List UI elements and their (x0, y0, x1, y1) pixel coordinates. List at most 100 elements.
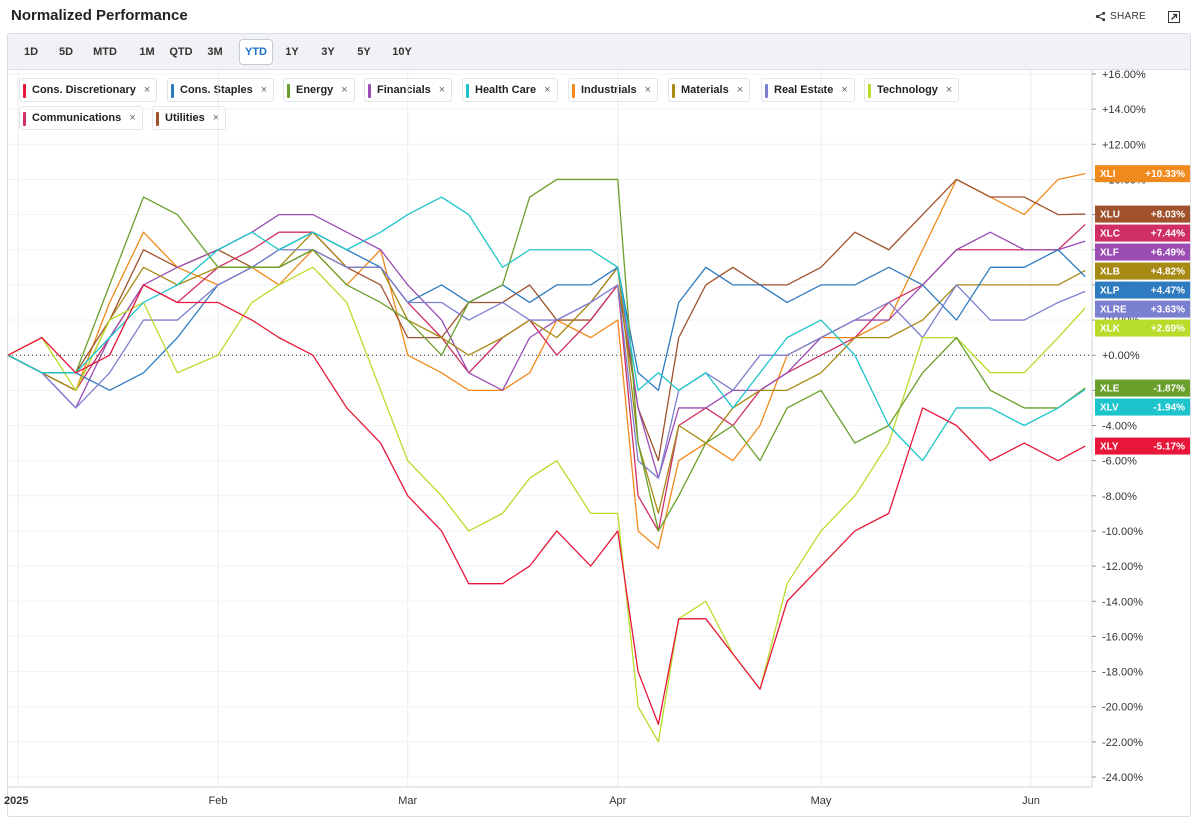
series-line-xlv (7, 196, 1086, 462)
header: Normalized Performance SHARE (0, 0, 1192, 34)
end-value-ticker: XLRE (1100, 305, 1127, 316)
end-value-label: +7.44% (1151, 229, 1185, 240)
legend-color-swatch (466, 84, 469, 98)
y-tick-label: -12.00% (1102, 561, 1143, 573)
end-value-tag-background (1095, 224, 1190, 242)
end-value-label: +4.82% (1151, 267, 1185, 278)
share-icon (1095, 11, 1106, 22)
remove-series-icon[interactable]: × (129, 112, 136, 124)
end-value-tag-background (1095, 398, 1190, 416)
legend-label: Cons. Staples (180, 84, 253, 96)
y-tick-label: -18.00% (1102, 667, 1143, 679)
end-value-tag-background (1095, 300, 1190, 318)
range-button-ytd[interactable]: YTD (239, 39, 273, 65)
legend-chip-health-care[interactable]: Health Care × (462, 78, 558, 102)
remove-series-icon[interactable]: × (544, 84, 551, 96)
end-value-ticker: XLP (1100, 286, 1120, 297)
x-tick-label: 2025 (4, 795, 28, 807)
legend-chip-utilities[interactable]: Utilities × (152, 106, 227, 130)
end-value-label: -1.87% (1153, 384, 1185, 395)
end-value-tag-background (1095, 319, 1190, 337)
end-value-tag-xlp: XLP +4.47% (1095, 281, 1190, 299)
end-value-ticker: XLK (1100, 324, 1121, 335)
legend-chip-cons-staples[interactable]: Cons. Staples × (167, 78, 275, 102)
y-tick-label: -6.00% (1102, 456, 1137, 468)
legend-label: Technology (877, 84, 938, 96)
y-tick-label: +12.00% (1102, 139, 1146, 151)
legend-label: Energy (296, 84, 334, 96)
remove-series-icon[interactable]: × (212, 112, 220, 124)
remove-series-icon[interactable]: × (945, 84, 953, 96)
end-value-label: +3.63% (1151, 305, 1185, 316)
legend-chip-cons-discretionary[interactable]: Cons. Discretionary × (19, 78, 158, 102)
legend-chip-industrials[interactable]: Industrials × (568, 78, 659, 102)
share-button[interactable]: SHARE (1095, 11, 1146, 22)
y-tick-label: -20.00% (1102, 702, 1143, 714)
end-value-label: +6.49% (1151, 248, 1185, 259)
range-button-5y[interactable]: 5Y (357, 46, 371, 58)
remove-series-icon[interactable]: × (143, 84, 151, 96)
end-value-label: +2.69% (1151, 324, 1185, 335)
range-button-5d[interactable]: 5D (58, 46, 74, 58)
range-button-qtd[interactable]: QTD (169, 46, 193, 58)
end-value-label: -5.17% (1153, 442, 1185, 453)
legend-label: Materials (681, 84, 729, 96)
range-button-3m[interactable]: 3M (207, 46, 223, 58)
legend-chip-real-estate[interactable]: Real Estate × (761, 78, 855, 102)
remove-series-icon[interactable]: × (260, 84, 268, 96)
share-label: SHARE (1110, 11, 1146, 22)
range-button-1m[interactable]: 1M (139, 46, 155, 58)
y-tick-label: +0.00% (1102, 350, 1140, 362)
range-button-10y[interactable]: 10Y (392, 46, 412, 58)
y-tick-label: -24.00% (1102, 772, 1143, 784)
end-value-ticker: XLI (1100, 169, 1116, 180)
end-value-tag-xli: XLI +10.33% (1095, 165, 1190, 183)
end-value-tag-background (1095, 437, 1190, 455)
legend-chip-communications[interactable]: Communications × (19, 106, 143, 130)
remove-series-icon[interactable]: × (841, 84, 848, 96)
remove-series-icon[interactable]: × (736, 84, 744, 96)
legend-chip-energy[interactable]: Energy × (283, 78, 355, 102)
remove-series-icon[interactable]: × (341, 84, 348, 96)
end-value-label: +8.03% (1151, 210, 1185, 221)
series-line-xlk (7, 266, 1086, 743)
range-button-mtd[interactable]: MTD (93, 46, 117, 58)
end-value-tag-xlre: XLRE +3.63% (1095, 300, 1190, 318)
series-line-xle (7, 178, 1086, 532)
legend-label: Health Care (475, 84, 537, 96)
series-line-xli (7, 173, 1086, 550)
x-tick-label: Mar (398, 795, 417, 807)
legend-color-swatch (23, 84, 26, 98)
end-value-ticker: XLY (1100, 442, 1119, 453)
legend-label: Financials (377, 84, 431, 96)
range-button-1d[interactable]: 1D (23, 46, 39, 58)
y-tick-label: -14.00% (1102, 596, 1143, 608)
end-value-tag-xlk: XLK +2.69% (1095, 319, 1190, 337)
legend-label: Real Estate (774, 84, 834, 96)
end-value-tag-xlb: XLB +4.82% (1095, 262, 1190, 280)
end-value-ticker: XLC (1100, 229, 1120, 240)
legend-chip-technology[interactable]: Technology × (864, 78, 960, 102)
expand-icon[interactable] (1168, 11, 1180, 23)
end-value-ticker: XLF (1100, 248, 1119, 259)
legend-color-swatch (156, 112, 159, 126)
series-line-xlre (7, 249, 1086, 479)
end-value-ticker: XLB (1100, 267, 1120, 278)
legend-chip-materials[interactable]: Materials × (668, 78, 751, 102)
series-line-xlc (7, 223, 1086, 532)
remove-series-icon[interactable]: × (438, 84, 446, 96)
end-value-label: -1.94% (1153, 403, 1185, 414)
series-line-xly (7, 284, 1086, 725)
remove-series-icon[interactable]: × (644, 84, 652, 96)
y-tick-label: +14.00% (1102, 104, 1146, 116)
legend-label: Industrials (581, 84, 637, 96)
end-value-tag-background (1095, 243, 1190, 261)
range-button-1y[interactable]: 1Y (285, 46, 299, 58)
end-value-tag-xle: XLE -1.87% (1095, 379, 1190, 397)
legend-color-swatch (765, 84, 768, 98)
legend-color-swatch (171, 84, 174, 98)
end-value-tag-xlf: XLF +6.49% (1095, 243, 1190, 261)
y-tick-label: -22.00% (1102, 737, 1143, 749)
range-button-3y[interactable]: 3Y (321, 46, 335, 58)
legend-color-swatch (23, 112, 26, 126)
